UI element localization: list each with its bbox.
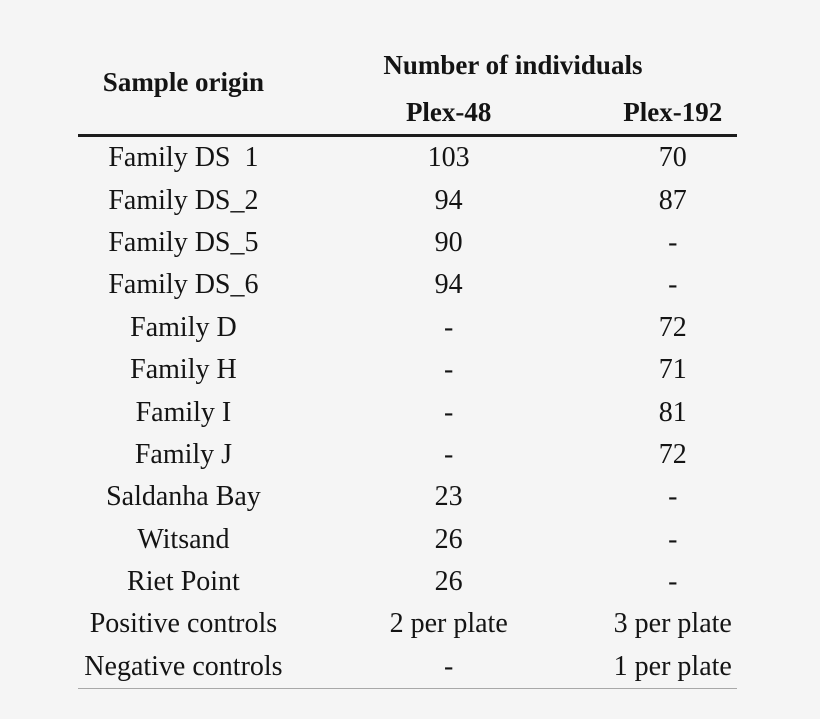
cell-origin: Family DS_5: [108, 226, 259, 258]
cell-origin: Family DS_2: [108, 184, 259, 216]
table-row: Family DS_5 90 -: [78, 222, 737, 264]
cell-plex192: 81: [658, 396, 687, 428]
cell-origin: Witsand: [137, 523, 230, 555]
cell-plex192: -: [668, 566, 678, 598]
table-row: Family D - 72: [78, 307, 737, 349]
header-row-sub: Plex-48 Plex-192: [78, 91, 737, 137]
table-row: Negative controls - 1 per plate: [78, 645, 737, 690]
table-row: Positive controls 2 per plate 3 per plat…: [78, 603, 737, 645]
cell-plex48: 103: [427, 142, 470, 174]
cell-plex192: -: [668, 269, 678, 301]
cell-plex192: 72: [658, 311, 687, 343]
cell-plex48: -: [288, 645, 609, 690]
cell-plex192: -: [668, 226, 678, 258]
cell-plex192: 70: [658, 142, 687, 174]
table-row: Family J - 72: [78, 434, 737, 476]
cell-plex192: 72: [658, 438, 687, 470]
table-row: Family DS_6 94 -: [78, 264, 737, 306]
cell-plex48: -: [444, 396, 454, 428]
table-row: Family DS_2 94 87: [78, 179, 737, 221]
table-row: Riet Point 26 -: [78, 561, 737, 603]
table-row: Family DS 1 103 70: [78, 136, 737, 180]
cell-plex48: -: [444, 311, 454, 343]
sample-origin-table: Sample origin Number of individuals Plex…: [78, 0, 737, 690]
cell-origin: Saldanha Bay: [106, 481, 261, 513]
cell-origin: Riet Point: [127, 566, 240, 598]
cell-plex48: 90: [434, 226, 463, 258]
cell-plex192: 87: [658, 184, 687, 216]
table-row: Witsand 26 -: [78, 519, 737, 561]
cell-plex48: 2 per plate: [389, 608, 508, 640]
cell-plex192: 71: [658, 354, 687, 386]
cell-origin: Family J: [134, 438, 233, 470]
table-row: Family H - 71: [78, 349, 737, 391]
cell-origin: Negative controls: [78, 645, 289, 690]
cell-plex192: 3 per plate: [613, 608, 732, 640]
column-header-sample-origin: Sample origin: [78, 0, 289, 137]
cell-plex192: -: [668, 481, 678, 513]
cell-plex48: -: [444, 354, 454, 386]
cell-origin: Family DS 1: [108, 142, 259, 174]
table-row: Saldanha Bay 23 -: [78, 476, 737, 518]
table-body: Family DS 1 103 70 Family DS_2 94 87 Fam…: [78, 136, 737, 690]
cell-origin: Family H: [130, 354, 237, 386]
cell-origin: Family I: [135, 396, 232, 428]
cell-origin: Family DS_6: [108, 269, 259, 301]
cell-origin: Family D: [130, 311, 237, 343]
cell-plex192: 1 per plate: [608, 645, 737, 690]
column-header-plex-192: Plex-192: [608, 91, 737, 137]
sample-origin-table-container: Sample origin Number of individuals Plex…: [78, 0, 737, 690]
table-row: Family I - 81: [78, 391, 737, 433]
cell-plex48: 23: [434, 481, 463, 513]
cell-plex48: 26: [434, 566, 463, 598]
cell-plex48: -: [444, 438, 454, 470]
column-header-plex-48: Plex-48: [288, 91, 609, 137]
cell-plex48: 94: [434, 184, 463, 216]
header-row-group: Sample origin Number of individuals: [78, 0, 737, 137]
cell-plex48: 94: [434, 269, 463, 301]
cell-plex192: -: [668, 523, 678, 555]
cell-origin: Positive controls: [89, 608, 278, 640]
column-group-header-number-of-individuals: Number of individuals: [383, 50, 643, 80]
cell-plex48: 26: [434, 523, 463, 555]
table-header: Sample origin Number of individuals Plex…: [78, 0, 737, 137]
